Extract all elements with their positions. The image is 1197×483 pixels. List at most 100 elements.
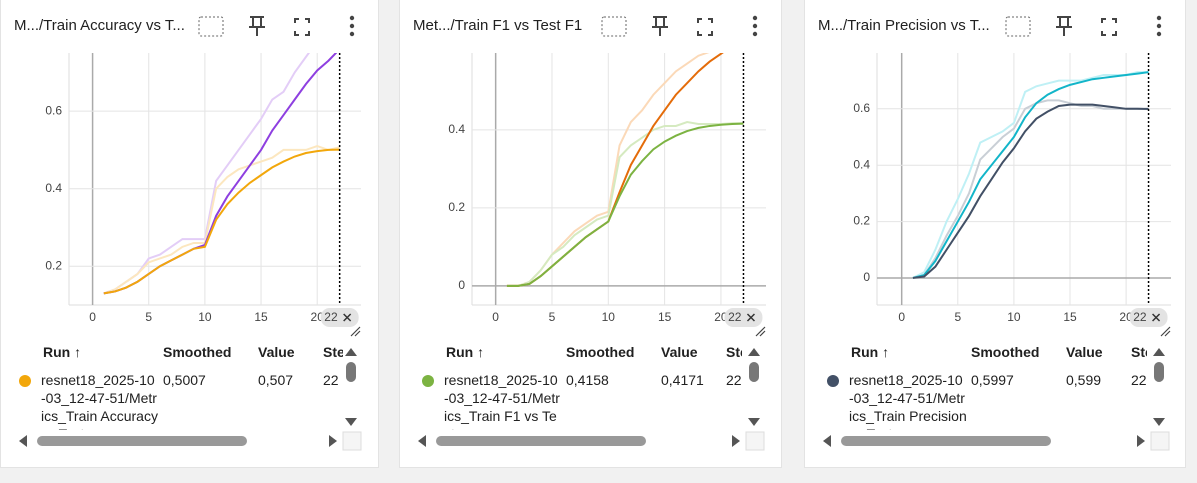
table: Run ↑ Smoothed Value Ste resnet18_2025-10-03… xyxy=(1,340,343,430)
x-tick-label: 5 xyxy=(145,310,152,324)
step-label: 22 xyxy=(1133,310,1147,324)
menu-dot[interactable] xyxy=(752,15,758,21)
toolbar xyxy=(601,15,758,37)
table-header: Smoothed xyxy=(163,344,232,360)
x-tick-label: 0 xyxy=(898,310,905,324)
x-tick-label: 15 xyxy=(1063,310,1077,324)
pin-icon[interactable] xyxy=(249,16,265,36)
table-header: Value xyxy=(661,344,698,360)
fit-icon[interactable] xyxy=(198,16,224,37)
table-header: Smoothed xyxy=(971,344,1040,360)
series-line xyxy=(912,71,1149,279)
series-line xyxy=(103,53,311,295)
table-cell: 22 xyxy=(323,372,339,388)
y-tick-label: 0.2 xyxy=(853,214,870,228)
menu-dot[interactable] xyxy=(752,23,758,29)
x-tick-label: 0 xyxy=(89,310,96,324)
table: Run ↑ Smoothed Value Ste resnet18_2025-10-03… xyxy=(805,340,1147,430)
y-tick-label: 0 xyxy=(863,270,870,284)
x-tick-label: 5 xyxy=(954,310,961,324)
run-color xyxy=(19,375,31,387)
card: M.../Train Accuracy vs T... 0 5 10 15 20 0.2 0.… xyxy=(0,0,379,468)
resize-corner xyxy=(755,326,766,337)
series-line xyxy=(103,148,340,295)
x-tick-label: 15 xyxy=(658,310,672,324)
table-cell: resnet18_2025-10-03_12-47-51/Metrics_Tra… xyxy=(849,372,967,430)
menu-dot[interactable] xyxy=(1156,31,1162,37)
x-tick-label: 10 xyxy=(198,310,212,324)
fullscreen-icon[interactable] xyxy=(294,18,310,36)
y-tick-label: 0.2 xyxy=(448,200,465,214)
menu-dot[interactable] xyxy=(1156,15,1162,21)
table-cell: 0,5997 xyxy=(971,372,1014,388)
x-tick-label: 10 xyxy=(1007,310,1021,324)
step-badge xyxy=(320,308,359,327)
y-tick-label: 0 xyxy=(458,278,465,292)
table-header: Run ↑ xyxy=(43,344,82,360)
series-line xyxy=(912,71,1149,279)
table-header: Smoothed xyxy=(566,344,635,360)
toolbar xyxy=(198,15,355,37)
menu-dot[interactable] xyxy=(349,23,355,29)
table-header: Ste xyxy=(1131,344,1147,360)
series-line xyxy=(506,53,710,287)
table-header: Value xyxy=(258,344,295,360)
table-header: Ste xyxy=(323,344,343,360)
resize-corner xyxy=(1160,326,1171,337)
x-tick-label: 10 xyxy=(602,310,616,324)
table-cell: 22 xyxy=(726,372,742,388)
fit-icon[interactable] xyxy=(1005,16,1031,37)
y-tick-label: 0.4 xyxy=(45,181,62,195)
x-tick-label: 20 xyxy=(714,310,728,324)
close-step[interactable] xyxy=(746,313,756,322)
table-cell: 0,507 xyxy=(258,372,294,388)
x-tick-label: 20 xyxy=(311,310,325,324)
table-cell: 0,599 xyxy=(1066,372,1102,388)
series-line xyxy=(103,144,340,295)
table-cell: resnet18_2025-10-03_12-47-51/Metrics_Tra… xyxy=(41,372,158,430)
y-tick-label: 0.4 xyxy=(448,122,465,136)
menu-dot[interactable] xyxy=(349,31,355,37)
y-tick-label: 0.6 xyxy=(853,101,870,115)
step-badge xyxy=(1129,308,1168,327)
menu-dot[interactable] xyxy=(752,31,758,37)
resize-corner xyxy=(350,326,361,337)
pin-icon[interactable] xyxy=(652,16,668,36)
x-tick-label: 5 xyxy=(549,310,556,324)
step-badge xyxy=(724,308,763,327)
series-line xyxy=(912,99,1149,279)
menu-dot[interactable] xyxy=(1156,23,1162,29)
step-label: 22 xyxy=(324,310,338,324)
menu-dot[interactable] xyxy=(349,15,355,21)
table-cell: 22 xyxy=(1131,372,1147,388)
fullscreen-icon[interactable] xyxy=(697,18,713,36)
card-title: Met.../Train F1 vs Test F1 xyxy=(413,17,583,34)
series-line xyxy=(103,53,338,295)
chart: 0 5 10 15 20 0 0.2 0.4 0.6 22 xyxy=(853,15,1171,337)
close-step[interactable] xyxy=(343,313,352,322)
fullscreen-icon[interactable] xyxy=(1101,18,1117,36)
table-cell: 0,4171 xyxy=(661,372,704,388)
step-label: 22 xyxy=(728,310,742,324)
chart: 0 5 10 15 20 0.2 0.4 0.6 22 xyxy=(45,15,361,337)
card-title: M.../Train Precision vs T... xyxy=(818,17,990,34)
y-tick-label: 0.2 xyxy=(45,258,62,272)
table-header: Ste xyxy=(726,344,742,360)
y-tick-label: 0.4 xyxy=(853,157,870,171)
table-cell: resnet18_2025-10-03_12-47-51/Metrics_Tra… xyxy=(444,372,560,430)
series-line xyxy=(912,103,1149,279)
fit-icon[interactable] xyxy=(601,16,627,37)
run-color xyxy=(422,375,434,387)
series-line xyxy=(506,122,744,287)
table-cell: 0,4158 xyxy=(566,372,609,388)
pin-icon[interactable] xyxy=(1056,16,1072,36)
close-step[interactable] xyxy=(1152,313,1161,322)
chart: 0 5 10 15 20 0 0.2 0.4 22 xyxy=(448,15,766,337)
run-color xyxy=(827,375,839,387)
table-header: Run ↑ xyxy=(446,344,485,360)
y-tick-label: 0.6 xyxy=(45,103,62,117)
series-line xyxy=(506,121,744,287)
table-header: Run ↑ xyxy=(851,344,890,360)
toolbar xyxy=(1005,15,1162,37)
